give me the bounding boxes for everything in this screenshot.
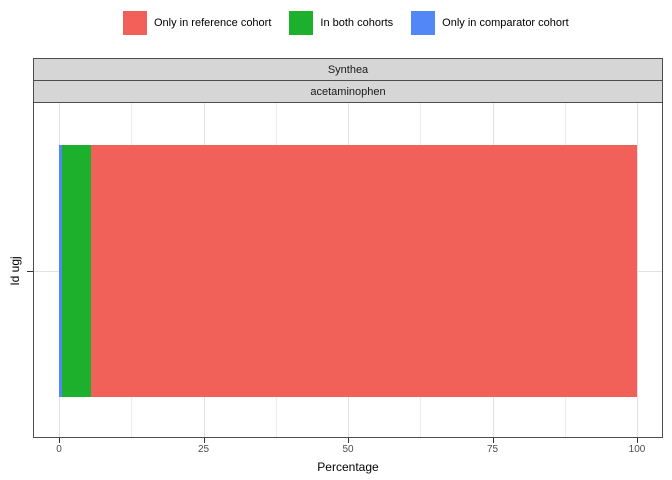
both-cohorts-swatch-icon (289, 11, 314, 35)
gridline-major (637, 103, 638, 437)
legend-label: Only in comparator cohort (442, 17, 569, 29)
x-axis-tick-label: 100 (628, 444, 646, 455)
legend: Only in reference cohort In both cohorts… (123, 11, 569, 35)
x-axis-tick-label: 0 (56, 444, 62, 455)
bar-segment (59, 145, 62, 397)
facet-strip-database: Synthea (33, 58, 663, 81)
plot-panel (33, 102, 663, 438)
legend-item-reference: Only in reference cohort (123, 11, 271, 35)
comparator-cohort-swatch-icon (411, 11, 436, 35)
x-axis-tick (492, 438, 494, 443)
reference-cohort-swatch-icon (123, 11, 147, 35)
x-axis-tick-label: 75 (486, 444, 499, 455)
y-axis-title: Id ugj (8, 256, 22, 286)
legend-label: In both cohorts (320, 17, 394, 29)
x-axis-tick-label: 25 (197, 444, 210, 455)
x-axis-tick (348, 438, 349, 443)
x-axis-tick (59, 438, 60, 443)
bar-segment (61, 145, 91, 397)
bar-segment (90, 145, 637, 397)
legend-label: Only in reference cohort (154, 17, 272, 29)
legend-item-both: In both cohorts (289, 11, 393, 35)
legend-item-comparator: Only in comparator cohort (411, 11, 569, 35)
x-axis-tick (637, 438, 638, 443)
x-axis-tick (203, 438, 205, 443)
facet-strip-cohort: acetaminophen (33, 80, 663, 103)
y-axis-tick (27, 271, 33, 272)
x-axis-tick-label: 50 (342, 444, 354, 455)
x-axis-title: Percentage (317, 460, 379, 474)
